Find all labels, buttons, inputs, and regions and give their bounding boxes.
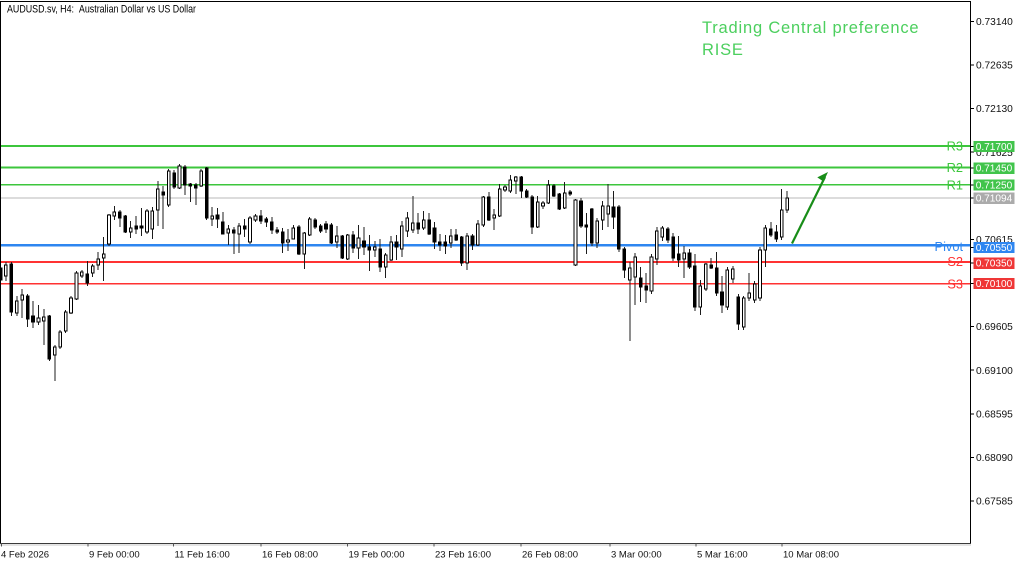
svg-text:0.70615: 0.70615	[976, 235, 1013, 246]
svg-text:0.68595: 0.68595	[976, 409, 1013, 420]
svg-text:16 Feb 08:00: 16 Feb 08:00	[262, 550, 318, 561]
svg-text:9 Feb 00:00: 9 Feb 00:00	[89, 550, 140, 561]
svg-text:0.73140: 0.73140	[976, 17, 1013, 28]
svg-text:S2: S2	[947, 254, 963, 269]
svg-text:10 Mar 08:00: 10 Mar 08:00	[783, 550, 839, 561]
svg-text:0.70350: 0.70350	[976, 259, 1013, 270]
svg-text:4 Feb 2026: 4 Feb 2026	[1, 550, 49, 561]
svg-text:23 Feb 16:00: 23 Feb 16:00	[435, 550, 491, 561]
svg-text:0.71094: 0.71094	[976, 194, 1013, 205]
svg-text:0.71625: 0.71625	[976, 148, 1013, 159]
svg-text:AUDUSD.sv, H4: Australian Dol: AUDUSD.sv, H4: Australian Dollar vs US D…	[7, 4, 196, 16]
svg-text:R1: R1	[947, 177, 963, 192]
svg-text:0.71250: 0.71250	[976, 181, 1013, 192]
svg-text:5 Mar 16:00: 5 Mar 16:00	[697, 550, 748, 561]
svg-text:S3: S3	[947, 277, 963, 292]
svg-text:0.69100: 0.69100	[976, 366, 1013, 377]
svg-text:3 Mar 00:00: 3 Mar 00:00	[611, 550, 662, 561]
svg-text:0.70100: 0.70100	[976, 279, 1013, 290]
svg-text:RISE: RISE	[702, 41, 744, 59]
svg-text:26 Feb 08:00: 26 Feb 08:00	[522, 550, 578, 561]
svg-text:Pivot: Pivot	[935, 239, 964, 254]
svg-text:Trading Central preference: Trading Central preference	[702, 19, 919, 37]
svg-text:0.69605: 0.69605	[976, 322, 1013, 333]
svg-text:0.68090: 0.68090	[976, 453, 1013, 464]
svg-text:11 Feb 16:00: 11 Feb 16:00	[175, 550, 230, 561]
svg-text:19 Feb 00:00: 19 Feb 00:00	[349, 550, 405, 561]
svg-text:0.71450: 0.71450	[976, 164, 1013, 175]
svg-text:0.72635: 0.72635	[976, 61, 1013, 72]
svg-text:0.72130: 0.72130	[976, 104, 1013, 115]
svg-text:R2: R2	[947, 160, 963, 175]
svg-text:0.67585: 0.67585	[976, 497, 1013, 508]
svg-text:R3: R3	[947, 139, 963, 154]
svg-text:0.71700: 0.71700	[976, 142, 1013, 153]
svg-text:0.70550: 0.70550	[976, 243, 1013, 254]
